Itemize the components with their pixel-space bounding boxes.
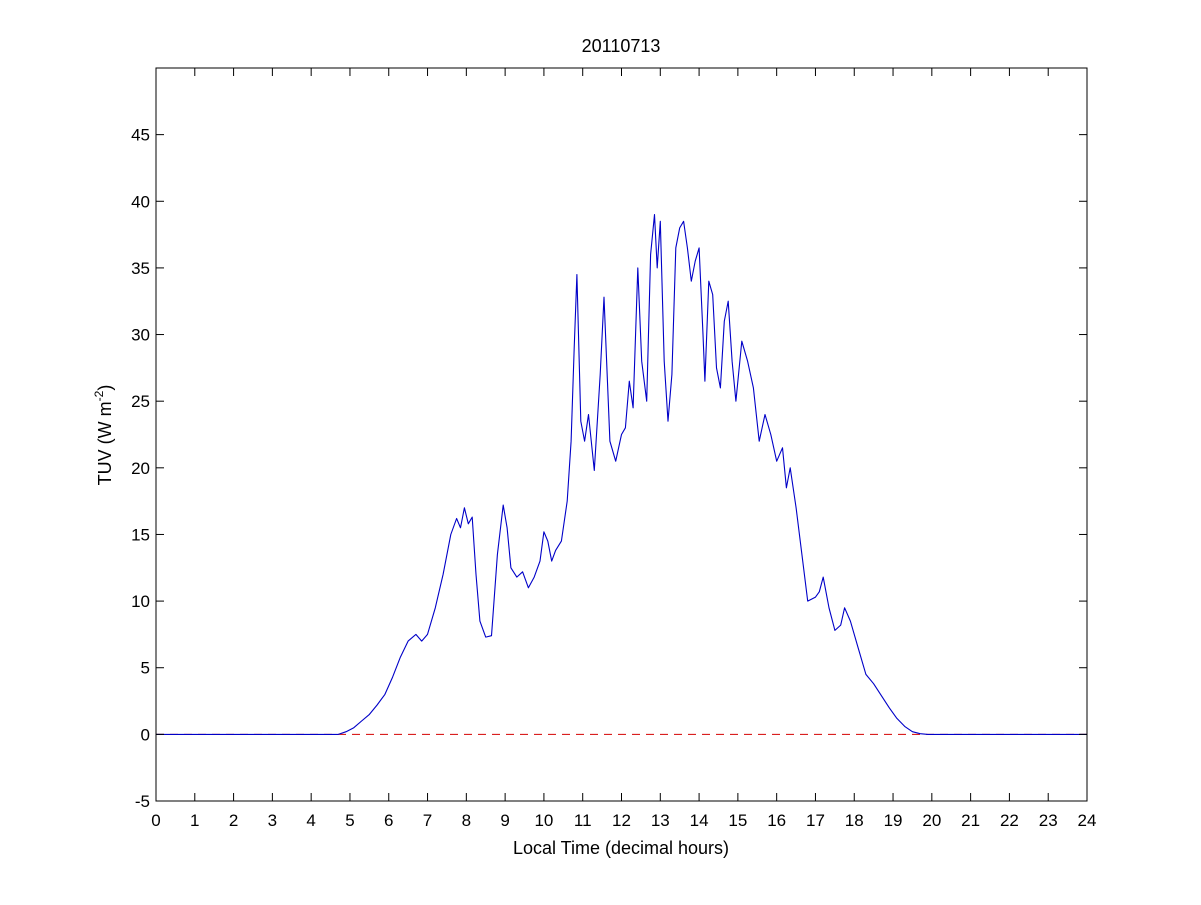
- x-tick-label: 19: [884, 811, 903, 830]
- y-tick-label: 15: [131, 525, 150, 544]
- x-tick-label: 13: [651, 811, 670, 830]
- x-tick-label: 24: [1078, 811, 1097, 830]
- y-tick-label: 40: [131, 192, 150, 211]
- x-tick-label: 22: [1000, 811, 1019, 830]
- x-tick-label: 6: [384, 811, 393, 830]
- x-tick-label: 11: [574, 811, 592, 830]
- y-axis-label-superscript: -2: [92, 390, 106, 401]
- y-tick-label: 30: [131, 326, 150, 345]
- axes-frame: [155, 67, 1088, 802]
- x-tick-label: 16: [767, 811, 786, 830]
- y-tick-label: 20: [131, 459, 150, 478]
- x-tick-label: 0: [151, 811, 160, 830]
- x-axis: 0 1 2 3 4 5 6 7 8 9 10 11 12 13 14 15 16 17 18 19 20 21 22 23 24: [151, 68, 1096, 830]
- x-tick-label: 3: [268, 811, 277, 830]
- x-tick-label: 4: [306, 811, 315, 830]
- x-tick-label: 23: [1039, 811, 1058, 830]
- y-tick-label: 45: [131, 126, 150, 145]
- chart-title: 20110713: [582, 36, 661, 56]
- y-tick-label: 5: [141, 659, 150, 678]
- series-line-1: [156, 214, 1087, 735]
- y-tick-label: 25: [131, 392, 150, 411]
- x-tick-label: 18: [845, 811, 864, 830]
- x-tick-label: 17: [806, 811, 825, 830]
- y-tick-label: 10: [131, 592, 150, 611]
- x-tick-label: 12: [612, 811, 631, 830]
- x-tick-label: 9: [500, 811, 509, 830]
- x-tick-label: 5: [345, 811, 354, 830]
- x-tick-label: 7: [423, 811, 432, 830]
- plot-area: [156, 214, 1087, 735]
- y-tick-label: -5: [135, 792, 150, 811]
- y-axis-label-close: ): [95, 385, 115, 391]
- y-tick-label: 0: [141, 725, 150, 744]
- x-tick-label: 8: [462, 811, 471, 830]
- y-axis-label: TUV (W m-2): [92, 385, 115, 486]
- x-tick-label: 21: [961, 811, 980, 830]
- x-axis-label: Local Time (decimal hours): [513, 838, 729, 858]
- x-tick-label: 14: [690, 811, 709, 830]
- x-tick-label: 15: [728, 811, 747, 830]
- y-axis-label-main: TUV (W m: [95, 401, 115, 485]
- y-tick-label: 35: [131, 259, 150, 278]
- x-tick-label: 10: [534, 811, 553, 830]
- x-tick-label: 20: [922, 811, 941, 830]
- x-tick-label: 1: [190, 811, 199, 830]
- y-axis: -5 0 5 10 15 20 25 30 35 40 45: [131, 126, 1087, 811]
- x-tick-label: 2: [229, 811, 238, 830]
